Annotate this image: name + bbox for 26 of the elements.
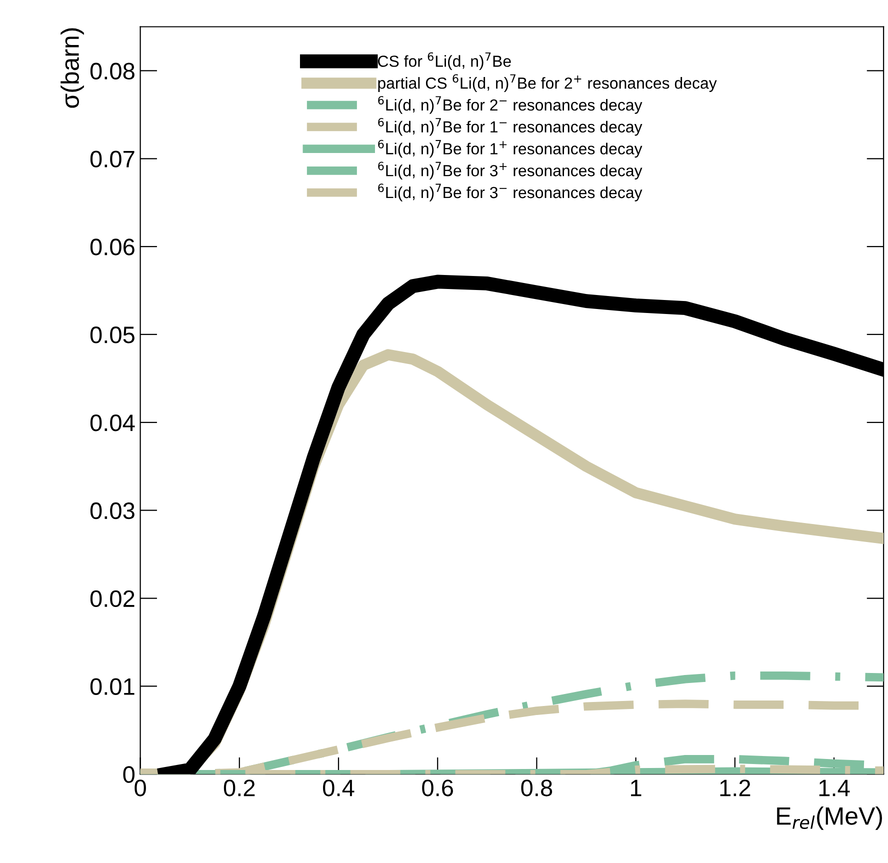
y-tick-label: 0.01 <box>90 678 134 695</box>
y-tick-label: 0 <box>123 766 135 783</box>
legend-label: $^{6}$Li(d, n)$^{7}$Be for 3$^{+}$ resonances decay <box>378 162 642 180</box>
y-tick-label: 0.06 <box>90 238 134 256</box>
x-tick-label: 1.4 <box>819 780 850 796</box>
x-tick-label: 0 <box>134 780 146 796</box>
y-tick-label: 0.08 <box>90 62 134 80</box>
x-tick-label: 0.8 <box>521 780 552 796</box>
y-tick-label: 0.05 <box>90 326 134 344</box>
legend-label: $^{6}$Li(d, n)$^{7}$Be for 1$^{+}$ resonances decay <box>378 140 642 158</box>
legend-label: partial CS $^{6}$Li(d, n)$^{7}$Be for 2$^{+}$ resonances decay <box>378 74 717 92</box>
x-tick-label: 1 <box>631 780 642 796</box>
y-tick-label: 0.02 <box>90 590 134 608</box>
legend-label: $^{6}$Li(d, n)$^{7}$Be for 3$^{−}$ resonances decay <box>378 184 642 202</box>
x-axis-title: E$_{rel}$(MeV) <box>777 806 882 830</box>
x-tick-label: 1.2 <box>720 780 750 796</box>
y-axis-title: σ(barn) <box>60 28 84 108</box>
y-tick-label: 0.03 <box>90 502 134 520</box>
x-tick-label: 0.2 <box>224 780 255 796</box>
legend-label: $^{6}$Li(d, n)$^{7}$Be for 2$^{−}$ resonances decay <box>378 96 642 114</box>
x-tick-label: 0.4 <box>323 780 354 796</box>
y-tick-label: 0.07 <box>90 150 134 168</box>
legend-label: CS for $^{6}$Li(d, n)$^{7}$Be <box>378 52 511 70</box>
x-tick-label: 0.6 <box>422 780 453 796</box>
y-tick-label: 0.04 <box>90 414 135 432</box>
legend-label: $^{6}$Li(d, n)$^{7}$Be for 1$^{−}$ resonances decay <box>378 118 642 136</box>
